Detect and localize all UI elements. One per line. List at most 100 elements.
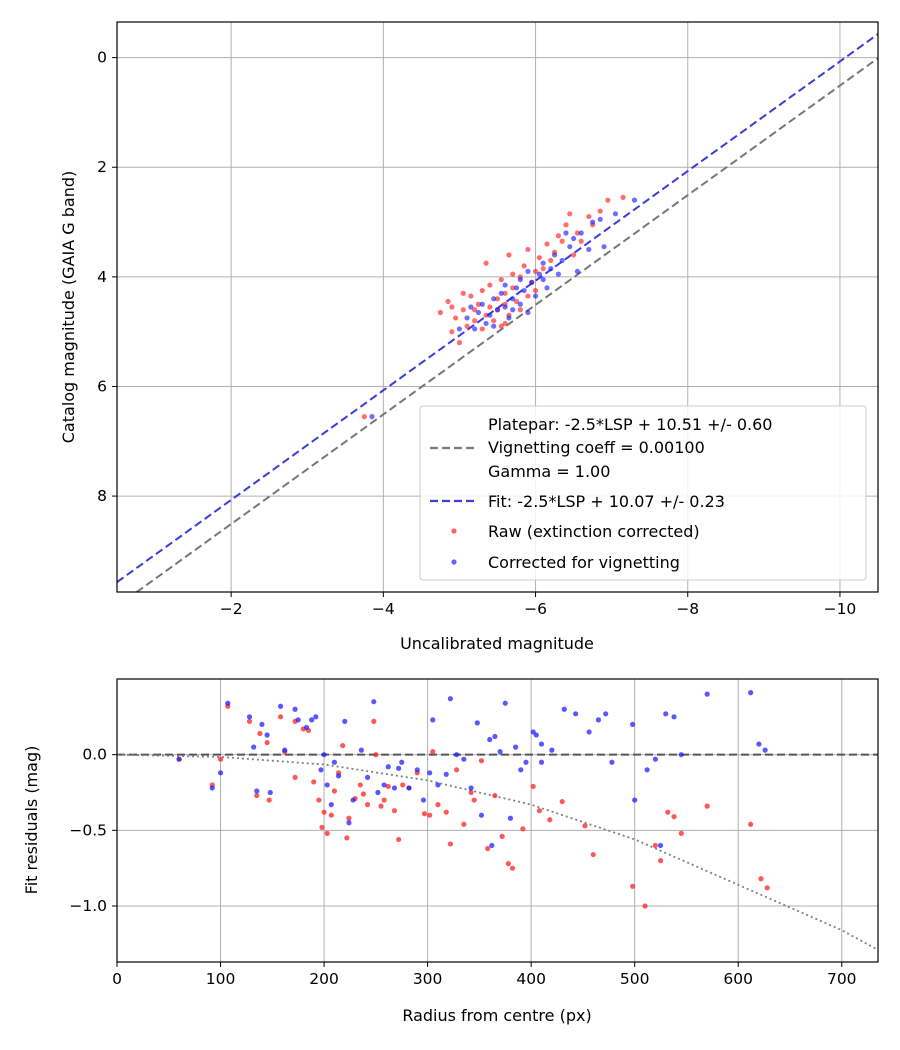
data-point — [663, 711, 669, 717]
data-point — [468, 293, 474, 299]
data-point — [344, 835, 350, 841]
data-point — [328, 802, 334, 808]
legend-platepar-label: Platepar: -2.5*LSP + 10.51 +/- 0.60 — [488, 415, 772, 434]
data-point — [445, 298, 451, 305]
data-point — [563, 222, 569, 228]
data-point — [371, 718, 377, 724]
data-point — [360, 791, 367, 797]
data-point — [620, 194, 626, 200]
data-point — [548, 257, 554, 264]
data-point — [631, 197, 638, 203]
data-point — [652, 756, 658, 762]
data-point — [502, 282, 508, 288]
data-point — [510, 307, 516, 313]
data-point — [396, 765, 402, 771]
x-tick-label: −2 — [220, 600, 243, 618]
data-point — [324, 830, 330, 836]
x-tick-label: −8 — [676, 600, 699, 618]
data-point — [756, 741, 762, 747]
data-point — [246, 718, 253, 724]
x-tick-label: −4 — [372, 600, 395, 618]
data-point — [447, 841, 453, 847]
data-point — [590, 219, 596, 225]
data-point — [292, 706, 298, 712]
y-axis-label: Fit residuals (mag) — [22, 746, 41, 895]
data-point — [321, 809, 327, 815]
data-point — [509, 865, 516, 871]
data-point — [532, 287, 539, 294]
data-point — [381, 797, 387, 803]
data-point — [479, 326, 485, 332]
data-point — [453, 315, 459, 321]
data-point — [313, 714, 319, 720]
data-point — [254, 792, 260, 799]
data-point — [209, 785, 215, 791]
data-point — [443, 771, 449, 777]
data-point — [487, 304, 493, 310]
data-point — [319, 824, 325, 830]
data-point — [328, 812, 334, 818]
data-point — [574, 268, 581, 274]
data-point — [532, 293, 539, 299]
data-point — [494, 307, 501, 313]
x-axis-label: Radius from centre (px) — [402, 1006, 591, 1025]
data-point — [544, 241, 550, 247]
x-tick-label: 700 — [827, 970, 857, 988]
data-point — [254, 788, 260, 794]
data-point — [259, 721, 265, 728]
plot-frame — [116, 678, 879, 963]
data-point — [533, 732, 539, 738]
data-point — [483, 312, 489, 318]
legend-vignetting-label: Vignetting coeff = 0.00100 — [488, 438, 705, 457]
data-point — [704, 691, 710, 697]
data-point — [497, 749, 503, 755]
data-point — [748, 821, 754, 827]
data-point — [400, 782, 406, 788]
data-point — [421, 811, 428, 817]
data-point — [399, 759, 405, 765]
fit-line — [135, 57, 878, 592]
data-point — [652, 842, 658, 849]
data-point — [506, 315, 512, 321]
data-point — [538, 741, 545, 747]
legend-frame — [419, 405, 867, 581]
data-point — [443, 809, 449, 815]
data-point — [217, 770, 224, 776]
data-point — [494, 296, 501, 302]
data-point — [525, 268, 531, 274]
data-point — [342, 718, 348, 724]
data-point — [331, 759, 338, 765]
data-point — [559, 257, 565, 264]
data-point — [456, 340, 463, 346]
data-point — [483, 260, 489, 266]
data-point — [505, 861, 511, 867]
data-point — [318, 767, 324, 773]
data-point — [340, 742, 346, 749]
data-point — [491, 296, 497, 302]
data-point — [176, 756, 182, 762]
data-point — [758, 876, 764, 882]
data-point — [435, 782, 441, 788]
data-point — [331, 788, 338, 794]
residuals-plot: 0 100 200 300 400 500 600 700 0.0 −0.5 −1.0 Radius… — [22, 678, 879, 1025]
data-point — [468, 785, 474, 791]
data-point — [277, 703, 284, 709]
data-point — [507, 815, 514, 821]
data-point — [678, 830, 684, 836]
data-point — [586, 246, 592, 253]
x-tick-label: −10 — [824, 600, 857, 618]
data-point — [309, 717, 315, 723]
data-point — [474, 720, 480, 726]
data-point — [324, 782, 330, 788]
data-point — [364, 774, 371, 780]
data-point — [571, 252, 577, 258]
data-point — [525, 293, 531, 299]
data-point — [454, 752, 460, 758]
data-point — [502, 304, 508, 310]
data-point — [478, 758, 485, 764]
data-point — [266, 797, 272, 803]
data-point — [472, 318, 478, 324]
data-point — [574, 230, 581, 236]
data-point — [578, 230, 584, 236]
data-point — [510, 285, 516, 291]
